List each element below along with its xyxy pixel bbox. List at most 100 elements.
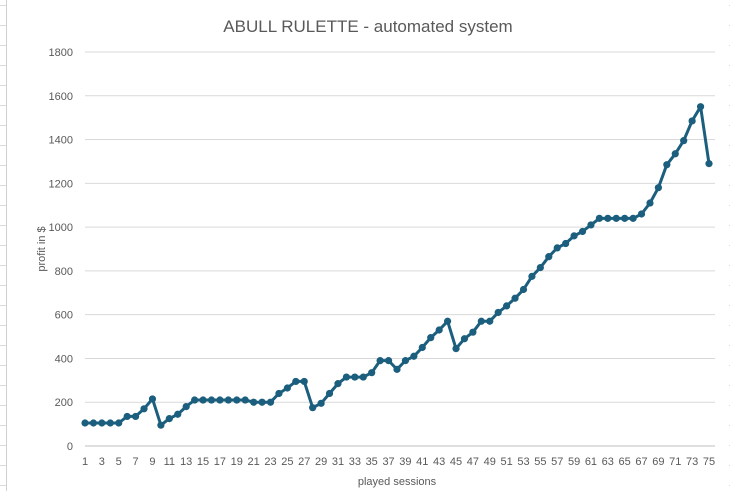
x-tick-label: 41 <box>416 456 428 468</box>
x-axis-label: played sessions <box>358 476 437 488</box>
data-point <box>309 404 317 412</box>
chart-area[interactable]: ABULL RULETTE - automated system 0 200 400… <box>6 0 729 491</box>
x-tick-label: 53 <box>517 456 529 468</box>
data-point <box>266 398 275 406</box>
series-line <box>85 105 711 427</box>
data-point <box>604 214 612 222</box>
data-point <box>300 377 308 386</box>
x-tick-label: 23 <box>264 456 276 468</box>
x-tick-label: 33 <box>349 456 361 468</box>
y-tick-label: 400 <box>55 353 73 365</box>
data-point <box>621 214 629 222</box>
x-tick-label: 19 <box>231 456 243 468</box>
data-point <box>325 389 334 398</box>
data-point <box>106 419 114 427</box>
data-point <box>663 161 671 169</box>
data-point <box>646 199 654 207</box>
data-point <box>292 377 300 386</box>
data-point <box>494 308 502 317</box>
line-chart: ABULL RULETTE - automated system 0 200 400… <box>36 17 715 488</box>
y-tick-label: 600 <box>55 310 73 322</box>
y-axis-ticks: 0 200 400 600 800 1000 1200 1400 1600 1800 <box>49 47 73 453</box>
x-tick-label: 75 <box>703 456 715 468</box>
x-tick-label: 21 <box>248 456 260 468</box>
data-point <box>629 214 637 222</box>
x-tick-label: 1 <box>82 456 88 468</box>
data-point <box>89 419 98 427</box>
data-point <box>165 415 173 423</box>
data-point <box>410 352 418 360</box>
data-point <box>680 137 688 145</box>
data-point <box>241 396 249 404</box>
data-point <box>207 396 216 404</box>
data-point <box>553 244 561 252</box>
x-tick-label: 27 <box>298 456 310 468</box>
x-tick-label: 47 <box>467 456 479 468</box>
gridlines <box>85 51 715 447</box>
x-tick-label: 67 <box>635 456 647 468</box>
data-point <box>258 398 266 406</box>
data-point <box>376 357 384 365</box>
data-point <box>427 334 435 342</box>
x-tick-label: 71 <box>669 456 681 468</box>
x-tick-label: 49 <box>484 456 496 468</box>
data-point <box>696 103 705 111</box>
data-point <box>174 410 182 418</box>
x-tick-label: 61 <box>585 456 597 468</box>
data-point <box>595 214 603 222</box>
x-tick-label: 69 <box>652 456 664 468</box>
data-point <box>469 328 477 336</box>
data-point <box>191 396 199 404</box>
data-point <box>393 365 401 373</box>
data-point <box>182 403 190 411</box>
x-tick-label: 31 <box>332 456 344 468</box>
y-tick-label: 1400 <box>49 135 73 147</box>
x-tick-label: 39 <box>399 456 411 468</box>
x-tick-label: 51 <box>500 456 512 468</box>
data-point <box>81 419 89 427</box>
data-point <box>536 264 544 272</box>
data-point <box>503 302 511 310</box>
x-tick-label: 7 <box>133 456 139 468</box>
data-point <box>115 419 123 427</box>
data-point <box>140 405 148 413</box>
data-point <box>705 160 713 168</box>
data-point <box>435 326 443 334</box>
data-point <box>545 253 553 261</box>
x-tick-label: 3 <box>99 456 105 468</box>
data-point <box>334 380 342 388</box>
y-tick-label: 0 <box>67 441 73 453</box>
data-point <box>528 272 536 280</box>
data-point <box>148 395 157 403</box>
data-point <box>637 210 646 218</box>
x-tick-label: 35 <box>366 456 378 468</box>
x-tick-label: 57 <box>551 456 563 468</box>
x-tick-label: 13 <box>180 456 192 468</box>
data-point <box>351 373 359 381</box>
x-tick-label: 15 <box>197 456 209 468</box>
x-tick-label: 25 <box>281 456 293 468</box>
data-point <box>199 396 207 404</box>
data-point <box>578 227 587 236</box>
x-tick-label: 5 <box>116 456 122 468</box>
y-axis-label: profit in $ <box>36 226 48 271</box>
data-point <box>570 232 578 240</box>
y-tick-label: 1600 <box>49 91 73 103</box>
data-point <box>452 344 460 353</box>
x-tick-label: 59 <box>568 456 580 468</box>
x-tick-label: 17 <box>214 456 226 468</box>
y-tick-label: 1000 <box>49 222 73 234</box>
data-point <box>250 398 258 406</box>
data-point <box>477 317 485 325</box>
x-tick-label: 9 <box>149 456 155 468</box>
x-tick-label: 11 <box>164 456 175 468</box>
y-tick-label: 1200 <box>49 178 73 190</box>
data-point <box>224 396 232 404</box>
x-tick-label: 37 <box>382 456 394 468</box>
data-point <box>384 357 393 365</box>
x-tick-label: 43 <box>433 456 445 468</box>
data-point <box>368 369 376 377</box>
data-point <box>401 357 410 365</box>
data-point <box>443 317 452 325</box>
data-point <box>216 396 224 404</box>
